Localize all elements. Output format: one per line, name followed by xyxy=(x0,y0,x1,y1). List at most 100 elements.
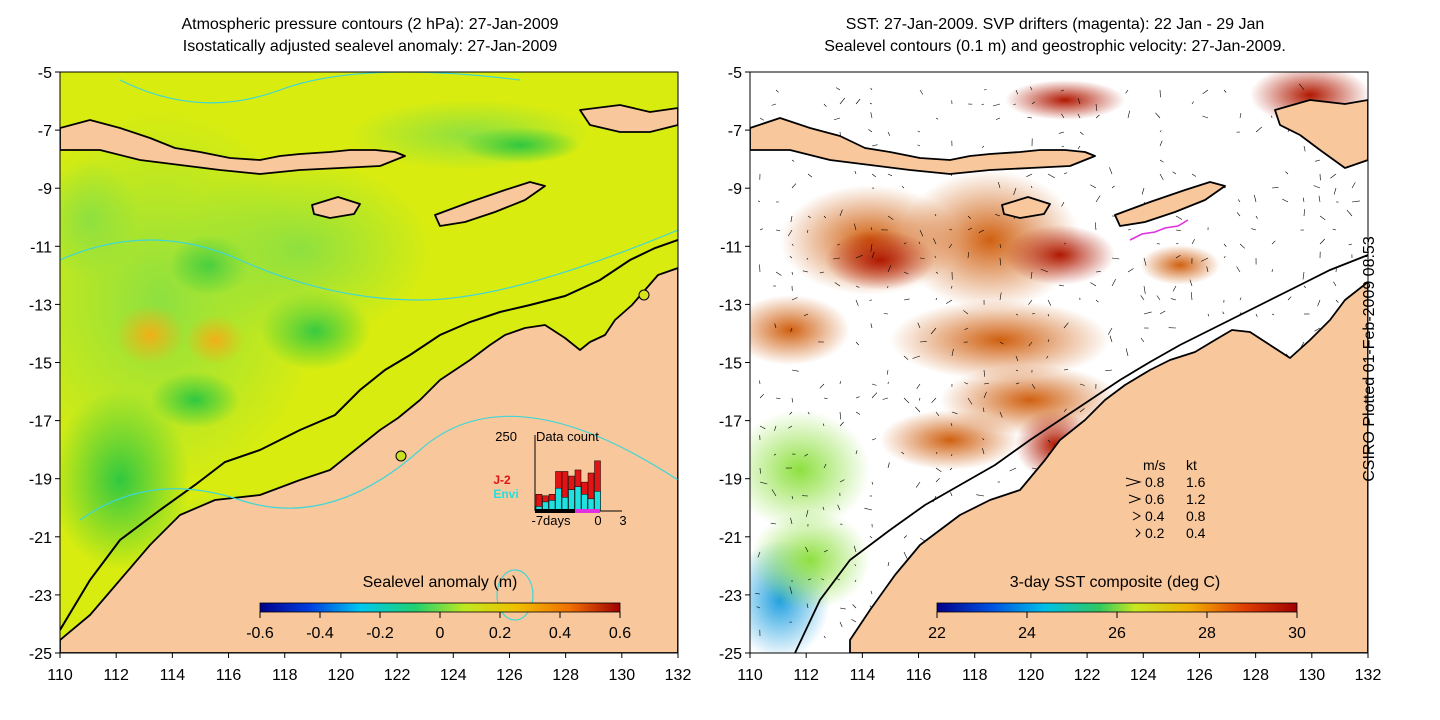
colorbar-tick-label: 0.4 xyxy=(549,625,571,642)
velocity-arrow xyxy=(1095,299,1099,303)
velocity-legend-arrow xyxy=(1128,494,1142,504)
sst-blob xyxy=(750,410,870,530)
velocity-arrow xyxy=(983,369,985,377)
velocity-arrow xyxy=(935,411,940,416)
velocity-legend: m/s kt 0.8 1.60.6 1.20.4 0.80.2 0.4 xyxy=(1125,457,1206,541)
velocity-arrow xyxy=(995,117,1001,120)
velocity-arrow xyxy=(919,537,926,542)
velocity-arrow xyxy=(999,257,1001,266)
velocity-arrow xyxy=(806,229,809,233)
velocity-arrow xyxy=(1159,130,1162,133)
lat-tick-label: -19 xyxy=(29,472,52,489)
lon-tick-label: 112 xyxy=(793,667,819,684)
velocity-arrow xyxy=(833,257,841,260)
sst-blob xyxy=(890,300,1110,380)
velocity-arrow xyxy=(935,451,938,455)
velocity-arrow xyxy=(1222,311,1225,315)
lat-tick-label: -7 xyxy=(38,123,52,140)
velocity-arrow xyxy=(1313,185,1321,189)
velocity-arrow xyxy=(1236,266,1241,273)
velocity-arrow xyxy=(1314,327,1321,332)
velocity-arrow xyxy=(823,215,827,219)
velocity-arrow xyxy=(1109,167,1113,175)
left-title-line1: Atmospheric pressure contours (2 hPa): 2… xyxy=(181,16,559,33)
velocity-arrow xyxy=(983,382,989,385)
velocity-arrow xyxy=(951,285,953,289)
inset-bar-envi xyxy=(574,486,582,512)
velocity-arrow xyxy=(807,215,811,219)
left-map-title: Atmospheric pressure contours (2 hPa): 2… xyxy=(60,14,680,58)
sealevel-anomaly-map xyxy=(60,72,678,653)
velocity-arrow xyxy=(855,254,863,259)
velocity-arrow xyxy=(854,223,857,231)
velocity-arrow xyxy=(950,423,953,427)
velocity-arrow xyxy=(1009,467,1017,472)
velocity-arrow xyxy=(917,130,921,133)
velocity-arrow xyxy=(931,397,937,403)
lat-tick-label: -25 xyxy=(29,646,52,663)
velocity-arrow xyxy=(774,425,777,431)
velocity-arrow xyxy=(790,517,793,525)
velocity-arrow xyxy=(834,282,841,287)
lon-tick-label: 132 xyxy=(665,667,692,684)
colorbar-tick-label: 0.6 xyxy=(609,625,631,642)
velocity-arrow xyxy=(1058,131,1065,134)
velocity-arrow xyxy=(1191,292,1193,301)
velocity-arrow xyxy=(759,380,761,385)
velocity-arrow xyxy=(982,448,985,455)
velocity-arrow xyxy=(1255,215,1258,219)
left-title-line2: Isostatically adjusted sealevel anomaly:… xyxy=(182,38,558,55)
lat-tick-label: -7 xyxy=(728,123,742,140)
velocity-arrow xyxy=(1063,172,1068,175)
velocity-arrow xyxy=(855,450,858,455)
sst-blob xyxy=(750,510,870,610)
velocity-arrow xyxy=(903,242,907,245)
velocity-arrow xyxy=(1013,187,1017,195)
velocity-arrow xyxy=(819,271,825,274)
velocity-arrow xyxy=(1159,310,1166,315)
velocity-arrow xyxy=(870,243,873,252)
left-map-axes: -5 -7 -9 -11 -13 -15 -17 -19 -21 -23 -25 110 112 114 1… xyxy=(29,65,692,684)
velocity-arrow xyxy=(903,355,909,360)
velocity-arrow xyxy=(903,298,910,301)
velocity-legend-arrow xyxy=(1135,528,1141,538)
velocity-arrow xyxy=(935,467,942,472)
lon-tick-label: 118 xyxy=(272,667,298,684)
anomaly-colorbar-ticks: -0.6 -0.4 -0.2 0 0.2 0.4 0.6 xyxy=(246,612,631,642)
velocity-legend-kt: 1.6 xyxy=(1186,474,1206,490)
velocity-arrow xyxy=(935,117,939,120)
new-guinea-right xyxy=(1274,99,1368,169)
velocity-arrow xyxy=(1015,355,1019,362)
velocity-arrow xyxy=(1047,339,1050,343)
velocity-arrow xyxy=(1351,200,1360,203)
velocity-arrow xyxy=(967,397,973,405)
velocity-arrow xyxy=(1094,222,1097,231)
velocity-arrow xyxy=(1013,103,1017,105)
velocity-arrow xyxy=(821,578,825,581)
velocity-arrow xyxy=(1143,257,1147,266)
velocity-arrow xyxy=(1079,383,1085,386)
anomaly-blob xyxy=(460,127,580,163)
velocity-arrow xyxy=(1015,369,1019,372)
sumba-island-right xyxy=(1001,196,1051,219)
velocity-arrow xyxy=(854,564,857,567)
lon-tick-label: 112 xyxy=(103,667,129,684)
velocity-arrow xyxy=(967,227,973,231)
velocity-arrow xyxy=(887,131,891,136)
anomaly-blob xyxy=(115,305,185,365)
velocity-arrow xyxy=(806,257,809,260)
velocity-arrow xyxy=(967,215,972,219)
velocity-arrow xyxy=(775,397,781,399)
north-islands xyxy=(579,104,678,133)
velocity-arrow xyxy=(983,89,987,91)
inset-x-label-start: -7days xyxy=(531,513,571,528)
velocity-arrow xyxy=(903,551,908,559)
velocity-arrow xyxy=(1127,110,1130,119)
velocity-arrow xyxy=(839,381,841,385)
sumba-island xyxy=(311,196,361,219)
sst-blob xyxy=(1005,225,1115,285)
velocity-arrow xyxy=(1175,254,1181,259)
velocity-arrow xyxy=(934,214,937,217)
velocity-arrow xyxy=(1058,284,1065,287)
velocity-arrow xyxy=(933,238,937,245)
